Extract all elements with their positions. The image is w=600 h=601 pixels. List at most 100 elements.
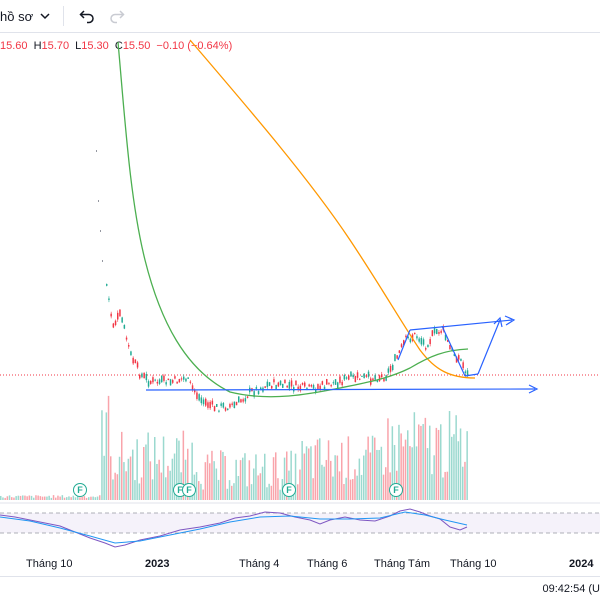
candle bbox=[196, 392, 198, 399]
candle bbox=[337, 382, 339, 389]
candle bbox=[154, 379, 156, 381]
candle bbox=[125, 337, 128, 340]
candle bbox=[429, 339, 431, 345]
candle bbox=[354, 376, 357, 383]
candle bbox=[178, 378, 181, 383]
rsi-line bbox=[0, 508, 468, 548]
volume-bar bbox=[323, 466, 325, 500]
undo-button[interactable] bbox=[78, 7, 96, 25]
volume-bar bbox=[136, 439, 138, 500]
trendline-drawings[interactable] bbox=[145, 315, 539, 394]
projection-leg[interactable] bbox=[477, 319, 501, 375]
volume-bar bbox=[385, 467, 387, 500]
candle bbox=[260, 387, 262, 390]
volume-bar bbox=[400, 433, 402, 500]
candle bbox=[132, 357, 134, 364]
volume-bar bbox=[360, 474, 363, 500]
volume-bar bbox=[424, 417, 427, 500]
volume-bar bbox=[167, 465, 169, 500]
volume-bar bbox=[116, 474, 119, 500]
candle bbox=[319, 385, 321, 390]
earnings-marker[interactable]: F bbox=[389, 483, 403, 497]
earnings-marker[interactable]: F bbox=[73, 483, 87, 497]
volume-bar bbox=[41, 496, 44, 500]
time-axis-label: 2024 bbox=[569, 558, 594, 570]
volume-bar bbox=[35, 495, 37, 500]
candle bbox=[191, 385, 194, 390]
redo-button[interactable] bbox=[108, 7, 126, 25]
volume-bar bbox=[123, 462, 125, 500]
redo-icon bbox=[110, 10, 125, 24]
pattern-leg-1[interactable] bbox=[397, 329, 411, 361]
volume-bar bbox=[105, 412, 108, 500]
volume-bar bbox=[74, 497, 77, 500]
volume-bar bbox=[224, 456, 226, 500]
candle bbox=[268, 382, 271, 386]
candle bbox=[96, 150, 97, 152]
volume-bar bbox=[409, 446, 411, 500]
candle bbox=[453, 353, 456, 357]
volume-bar bbox=[151, 479, 154, 500]
candle bbox=[352, 374, 354, 378]
candle bbox=[211, 400, 214, 405]
volume-bar bbox=[272, 457, 275, 500]
volume-bar bbox=[211, 450, 213, 500]
volume-bar bbox=[88, 497, 90, 500]
candle bbox=[198, 394, 200, 401]
volume-bar bbox=[22, 495, 24, 500]
candle bbox=[207, 402, 209, 408]
volume-bar bbox=[59, 496, 61, 500]
earnings-marker[interactable]: F bbox=[282, 483, 296, 497]
volume-bar bbox=[198, 481, 200, 500]
candle bbox=[163, 375, 165, 381]
volume-bar bbox=[26, 496, 28, 500]
candle bbox=[227, 408, 229, 411]
candle bbox=[176, 381, 178, 384]
volume-bar bbox=[134, 480, 136, 500]
upper-channel-trendline[interactable] bbox=[409, 319, 513, 331]
volume-bar bbox=[132, 449, 134, 500]
pattern-leg-3[interactable] bbox=[464, 373, 479, 377]
volume-bar bbox=[4, 497, 6, 500]
support-trendline[interactable] bbox=[145, 388, 536, 391]
volume-bar bbox=[125, 471, 127, 500]
time-axis[interactable]: Tháng 10 2023 Tháng 4 Tháng 6 Tháng Tám … bbox=[0, 552, 600, 576]
candle bbox=[264, 386, 266, 388]
profile-label: hồ sơ bbox=[0, 8, 34, 24]
volume-bar bbox=[290, 450, 292, 500]
volume-bar bbox=[169, 470, 171, 500]
volume-bar bbox=[266, 487, 268, 500]
candle bbox=[246, 396, 249, 398]
pattern-leg-2[interactable] bbox=[441, 325, 466, 377]
candle bbox=[438, 332, 440, 334]
volume-bar bbox=[433, 455, 435, 500]
volume-bar bbox=[380, 446, 383, 500]
candle bbox=[119, 309, 121, 317]
candle bbox=[396, 355, 398, 359]
volume-bar bbox=[79, 497, 81, 500]
profile-dropdown[interactable]: hồ sơ bbox=[0, 8, 53, 24]
volume-bar bbox=[264, 453, 266, 500]
volume-bar bbox=[68, 496, 70, 500]
volume-bar bbox=[413, 412, 416, 500]
volume-bar bbox=[13, 497, 15, 500]
candle bbox=[447, 339, 449, 342]
candle bbox=[216, 404, 218, 407]
candle bbox=[290, 380, 293, 387]
volume-bar bbox=[176, 438, 178, 500]
time-axis-label: Tháng 4 bbox=[239, 558, 280, 570]
volume-bar bbox=[279, 489, 281, 500]
volume-bar bbox=[143, 447, 145, 500]
volume-bar bbox=[301, 440, 303, 500]
candle bbox=[123, 324, 126, 329]
volume-bar bbox=[345, 477, 347, 500]
moving-average-slow-line bbox=[189, 39, 476, 379]
volume-bar bbox=[437, 429, 440, 500]
candle bbox=[422, 339, 425, 345]
candle bbox=[460, 358, 462, 361]
earnings-marker[interactable]: F bbox=[182, 483, 196, 497]
price-chart[interactable] bbox=[0, 35, 600, 550]
candle bbox=[167, 378, 170, 381]
candle bbox=[350, 371, 352, 377]
volume-bar bbox=[312, 478, 314, 500]
